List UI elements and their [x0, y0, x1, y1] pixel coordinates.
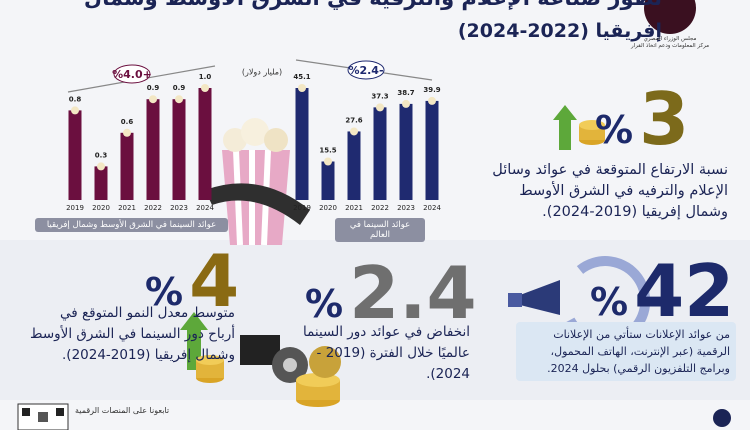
- x-tick-label: 2020: [92, 204, 110, 212]
- stat-unit: %: [590, 280, 629, 324]
- bar-cap: [175, 95, 183, 104]
- footer-decor: [17, 403, 731, 430]
- stat-unit: %: [305, 282, 344, 326]
- bar: [399, 103, 413, 200]
- chart-caption: عوائد السينما في الشرق الأوسط وشمال إفري…: [35, 218, 228, 232]
- logo-emblem: [644, 0, 696, 34]
- bar: [120, 132, 134, 200]
- bar: [94, 166, 108, 200]
- value-label: 0.3: [95, 151, 108, 159]
- stat-value: 42: [634, 249, 735, 333]
- stat-value: 2.4: [349, 251, 477, 335]
- bar-cap: [350, 127, 358, 136]
- x-tick-label: 2024: [196, 204, 214, 212]
- stat-unit: %: [595, 108, 634, 152]
- bar: [425, 100, 439, 200]
- value-label: 37.3: [371, 92, 388, 100]
- chart-caption: عوائد السينما في العالم: [335, 218, 425, 242]
- bar: [347, 131, 361, 200]
- logo-line: مجلس الوزراء المصري: [643, 36, 697, 42]
- bar-cap: [97, 162, 105, 171]
- x-tick-label: 2021: [118, 204, 136, 212]
- growth-label: %4.0+: [112, 68, 152, 81]
- bar: [198, 88, 212, 200]
- stat-text: متوسط معدل النمو المتوقع في أرباح دور ال…: [30, 305, 235, 363]
- growth-badge: [113, 64, 151, 84]
- stat-figure: 4%: [145, 239, 240, 323]
- bar-cap: [402, 99, 410, 108]
- x-tick-label: 2022: [144, 204, 162, 212]
- stat-figure: 42%: [590, 249, 735, 333]
- popcorn-illustration: [205, 118, 310, 246]
- value-label: 0.6: [121, 118, 134, 126]
- stat-text: من عوائد الإعلانات ستأتي من الإعلانات ال…: [516, 322, 736, 381]
- bar-cap: [123, 128, 131, 137]
- value-label: 38.7: [397, 89, 414, 97]
- x-tick-label: 2020: [319, 204, 337, 212]
- bar-cap: [71, 106, 79, 115]
- bar: [146, 99, 160, 200]
- growth-label: %2.4-: [348, 64, 383, 77]
- value-label: 0.9: [147, 84, 160, 92]
- bar: [321, 161, 335, 200]
- coins-decor: [180, 105, 605, 407]
- title-line: إفريقيا (2022-2024): [457, 20, 662, 42]
- stat-value: 4: [189, 239, 240, 323]
- x-tick-label: 2021: [345, 204, 363, 212]
- logo-text: مجلس الوزراء المصري مركز المعلومات ودعم ا…: [630, 36, 710, 50]
- bar-cap: [324, 157, 332, 166]
- follow-text: تابعونا على المنصات الرقمية: [75, 406, 170, 415]
- bar: [373, 107, 387, 200]
- x-tick-label: 2023: [397, 204, 415, 212]
- value-label: 0.8: [69, 95, 82, 103]
- title-line: تطور صناعة الإعلام والترفيه في الشرق الأ…: [84, 0, 662, 10]
- bar-cap: [298, 84, 306, 92]
- x-tick-label: 2023: [170, 204, 188, 212]
- stat-figure: 3%: [595, 77, 690, 161]
- bar-cap: [428, 96, 436, 105]
- logo-line: مركز المعلومات ودعم اتخاذ القرار: [630, 43, 710, 49]
- bar-cap: [376, 103, 384, 112]
- x-tick-label: 2022: [371, 204, 389, 212]
- x-tick-label: 2019: [66, 204, 84, 212]
- value-label: 15.5: [319, 147, 336, 155]
- value-label: 0.9: [173, 84, 186, 92]
- bar-cap: [149, 95, 157, 104]
- value-label: 1.0: [199, 73, 212, 81]
- bar: [295, 88, 309, 200]
- stat-text: انخفاض في عوائد دور السينما عالميًا خلال…: [302, 324, 470, 382]
- x-tick-label: 2019: [293, 204, 311, 212]
- stat-text: نسبة الارتفاع المتوقعة في عوائد وسائل ال…: [492, 162, 728, 220]
- stat-figure: 2.4%: [305, 251, 477, 335]
- growth-badge: [347, 60, 385, 80]
- bar: [68, 110, 82, 200]
- bar: [172, 99, 186, 200]
- stat-unit: %: [145, 270, 184, 314]
- x-tick-label: 2024: [423, 204, 441, 212]
- value-label: 45.1: [293, 73, 310, 81]
- bar-cap: [201, 84, 209, 92]
- value-label: 39.9: [423, 86, 440, 94]
- value-label: 27.6: [345, 116, 362, 124]
- unit-label: (مليار دولار): [242, 68, 282, 77]
- stat-value: 3: [639, 77, 690, 161]
